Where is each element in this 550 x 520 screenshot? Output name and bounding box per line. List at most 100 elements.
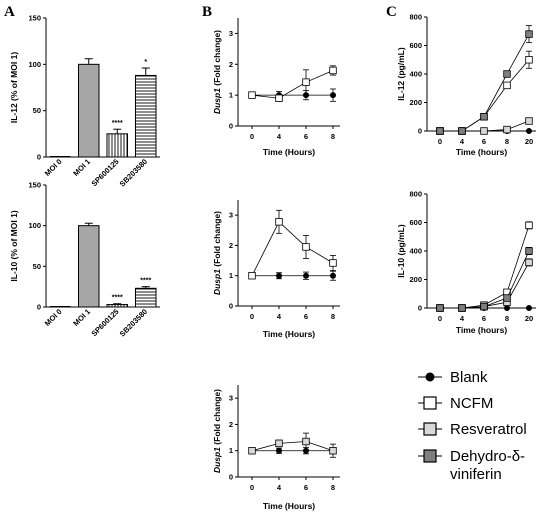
y-tick-label: 100 [28,60,41,69]
y-tick-label: 3 [229,394,233,403]
dusp1-ncfm-line-chart-2: 0 1 2 3 0 4 6 8 Time (Hours) Dusp1 (Fold change) [212,200,340,339]
data-point-dehydro [525,30,533,38]
y-tick-label: 3 [229,29,233,38]
y-tick-label: 1 [229,91,233,100]
data-point-resveratrol [275,439,283,448]
y-tick-label: 200 [409,98,422,107]
series-line-ncfm [251,221,334,276]
series-line-dehydro [440,250,530,309]
x-tick-label: SB203580 [118,157,149,188]
data-point-resveratrol [329,447,337,455]
data-point-dehydro [436,127,444,135]
data-point-blank [526,127,533,134]
data-point-resveratrol [503,125,511,134]
y-tick-label: 2 [229,241,233,250]
y-axis-label-unit: (Fold change) [212,211,222,269]
y-tick-label: 0 [37,153,41,162]
data-point-ncfm [525,56,533,64]
bar [106,304,129,308]
data-point-ncfm [248,91,256,99]
data-point-blank [526,304,533,311]
data-point-ncfm [503,81,511,90]
x-tick-label: SB203580 [118,307,149,338]
x-axis-label: Time (Hours) [263,147,315,157]
y-tick-label: 100 [28,221,41,230]
y-tick-label: 0 [229,122,233,131]
dusp1-ncfm-line-chart: 0 1 2 3 0 4 6 8 Time (Hours) Dusp1 (Fold change) [212,18,340,157]
data-point-blank [329,92,336,99]
x-tick-label: 4 [277,132,282,141]
legend-label-line2: viniferin [450,466,502,483]
y-tick-label: 0 [418,304,422,313]
y-tick-label: 600 [409,41,422,50]
panel-letter-a: A [4,4,15,20]
y-tick-label: 0 [418,127,422,136]
y-tick-label: 150 [28,181,41,190]
legend-label: Resveratrol [450,421,527,438]
x-tick-label: 0 [438,137,442,146]
y-tick-label: 0 [37,303,41,312]
bar [77,63,100,158]
il10-pgml-line-chart: 0 200 400 600 800 0 4 6 8 20 Time (hours) IL-10 (pg… [396,190,536,335]
x-tick-label: 6 [304,483,308,492]
y-axis-label-gene: Dusp1 [212,88,222,114]
data-point-blank [275,447,282,454]
significance-label: **** [112,120,123,127]
data-point-blank [275,272,282,279]
legend-marker-circle [425,372,435,382]
bar [134,287,157,308]
data-point-resveratrol [525,258,533,267]
data-point-ncfm [275,94,283,102]
y-tick-label: 3 [229,211,233,220]
x-axis-label: Time (hours) [456,147,507,157]
y-tick-label: 800 [409,190,422,199]
significance-label: * [144,59,147,66]
y-axis-label: Dusp1 (Fold change) [212,389,222,473]
y-tick-label: 2 [229,420,233,429]
data-point-blank [302,272,309,279]
y-tick-label: 0 [229,473,233,482]
y-axis-label: Dusp1 (Fold change) [212,211,222,295]
data-point-resveratrol [248,447,256,455]
x-tick-label: 4 [460,137,465,146]
data-point-ncfm [275,218,283,226]
data-point-dehydro [480,113,488,121]
y-axis-label: IL-10 (pg/mL) [396,224,406,278]
x-axis-label: Time (Hours) [263,501,315,511]
data-point-ncfm [329,66,337,75]
data-point-dehydro [503,70,511,78]
y-tick-label: 150 [28,14,41,23]
data-point-ncfm [248,272,256,280]
x-tick-label: MOI 1 [71,157,92,178]
series-line-resveratrol [440,262,530,309]
x-tick-label: 6 [304,132,308,141]
il10-percent-bar-chart: 0 50 100 150 IL-10 (% of MOI 1) MOI 0 MOI 1 ***… [9,181,160,338]
y-tick-label: 400 [409,247,422,256]
x-tick-label: 4 [277,483,282,492]
data-point-ncfm [302,243,310,251]
x-tick-label: SP600125 [90,157,121,188]
x-tick-label: 4 [277,312,282,321]
legend-marker-square [423,396,437,410]
legend-marker-square [423,449,437,463]
x-tick-label: 8 [505,314,509,323]
x-tick-label: 6 [482,137,486,146]
il12-pgml-line-chart: 0 200 400 600 800 0 4 6 8 20 Time (hours) IL-12 (pg… [396,13,536,157]
legend-label: Blank [450,369,488,386]
y-tick-label: 200 [409,275,422,284]
x-tick-label: 6 [304,312,308,321]
significance-label: **** [112,295,123,302]
x-tick-label: 20 [525,314,533,323]
y-tick-label: 1 [229,271,233,280]
x-tick-label: 0 [250,483,254,492]
y-tick-label: 0 [229,302,233,311]
data-point-resveratrol [302,437,310,446]
y-tick-label: 400 [409,70,422,79]
data-point-dehydro [480,302,488,311]
x-axis-label: Time (Hours) [263,329,315,339]
data-point-dehydro [503,294,511,302]
y-axis-label-gene: Dusp1 [212,269,222,295]
x-tick-label: MOI 0 [43,307,64,328]
